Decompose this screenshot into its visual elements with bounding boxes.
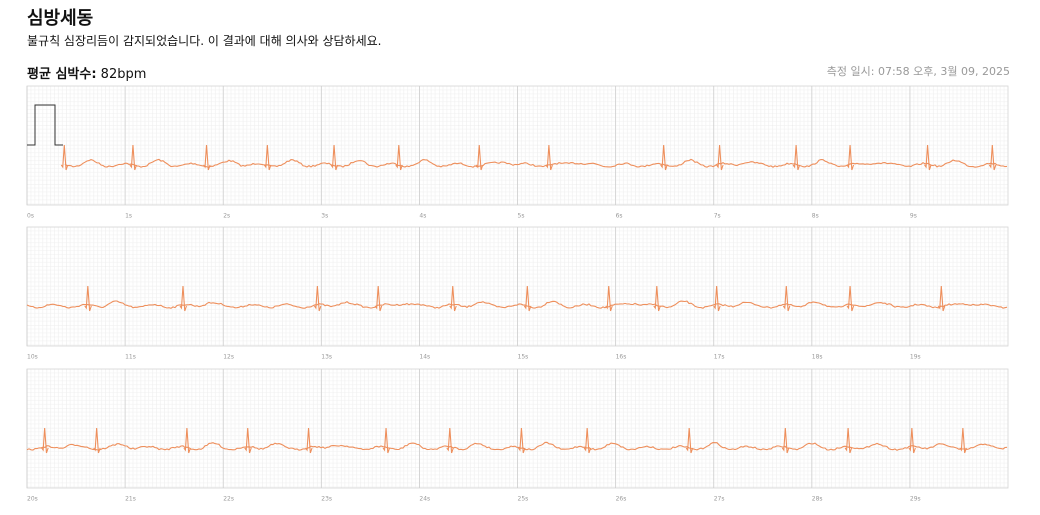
calibration-pulse <box>27 104 63 146</box>
x-tick-label: 6s <box>616 213 623 220</box>
r-wave <box>183 427 191 454</box>
x-tick-label: 7s <box>714 213 721 220</box>
x-tick-label: 13s <box>321 354 332 361</box>
r-wave <box>446 427 454 454</box>
r-wave <box>179 285 187 312</box>
r-wave <box>374 285 383 312</box>
r-wave <box>449 285 457 312</box>
heart-rate: 평균 심박수: 82bpm <box>27 63 146 82</box>
x-tick-label: 26s <box>616 496 627 503</box>
ecg-trace <box>26 300 1008 309</box>
r-wave <box>583 427 592 454</box>
r-wave <box>41 427 49 454</box>
x-tick-label: 24s <box>419 496 430 503</box>
x-tick-label: 10s <box>27 354 38 361</box>
r-wave <box>244 427 252 454</box>
r-wave <box>330 144 339 171</box>
x-tick-label: 5s <box>518 213 525 220</box>
x-tick-label: 27s <box>714 496 725 503</box>
x-tick-label: 15s <box>518 354 529 361</box>
r-wave <box>959 427 967 454</box>
x-tick-label: 29s <box>910 496 921 503</box>
heart-rate-value: 82bpm <box>100 67 147 82</box>
r-wave <box>781 427 790 454</box>
x-tick-label: 8s <box>812 213 819 220</box>
r-wave <box>685 427 694 454</box>
r-wave <box>844 427 853 454</box>
x-tick-label: 14s <box>419 354 430 361</box>
r-wave <box>545 144 553 171</box>
r-wave <box>129 144 137 171</box>
x-tick-label: 11s <box>125 354 136 361</box>
heart-rate-label: 평균 심박수: <box>27 67 97 82</box>
x-tick-label: 22s <box>223 496 234 503</box>
r-wave <box>382 427 391 454</box>
x-tick-label: 3s <box>321 213 328 220</box>
r-wave <box>908 427 916 454</box>
r-wave <box>517 427 526 454</box>
r-wave <box>782 285 791 312</box>
r-wave <box>846 144 855 171</box>
x-tick-label: 20s <box>27 496 38 503</box>
r-wave <box>605 285 613 312</box>
r-wave <box>660 144 668 171</box>
x-tick-label: 1s <box>125 213 132 220</box>
r-wave <box>263 144 272 171</box>
x-tick-label: 28s <box>812 496 823 503</box>
x-tick-label: 4s <box>419 213 426 220</box>
x-tick-label: 17s <box>714 354 725 361</box>
title: 심방세동 <box>27 8 94 29</box>
r-wave <box>60 144 69 171</box>
r-wave <box>93 427 101 454</box>
x-tick-label: 12s <box>223 354 234 361</box>
x-tick-label: 2s <box>223 213 230 220</box>
r-wave <box>937 285 946 312</box>
r-wave <box>475 144 484 171</box>
r-wave <box>395 144 403 171</box>
r-wave <box>203 144 211 171</box>
r-wave <box>924 144 932 171</box>
x-tick-label: 18s <box>812 354 823 361</box>
r-wave <box>305 427 313 454</box>
x-tick-label: 23s <box>321 496 332 503</box>
x-tick-label: 21s <box>125 496 136 503</box>
r-wave <box>988 144 997 171</box>
x-tick-label: 19s <box>910 354 921 361</box>
r-wave <box>313 285 322 312</box>
x-tick-label: 9s <box>910 213 917 220</box>
r-wave <box>846 285 855 312</box>
ecg-trace <box>64 158 1008 168</box>
r-wave <box>716 144 724 171</box>
r-wave <box>84 285 92 312</box>
r-wave <box>653 285 661 312</box>
x-tick-label: 0s <box>27 213 34 220</box>
subtitle: 불규칙 심장리듬이 감지되었습니다. 이 결과에 대해 의사와 상담하세요. <box>27 34 382 48</box>
timestamp: 측정 일시: 07:58 오후, 3월 09, 2025 <box>826 65 1010 78</box>
r-wave <box>523 285 532 312</box>
x-tick-label: 25s <box>518 496 529 503</box>
r-wave <box>792 144 801 171</box>
r-wave <box>713 285 721 312</box>
x-tick-label: 16s <box>616 354 627 361</box>
